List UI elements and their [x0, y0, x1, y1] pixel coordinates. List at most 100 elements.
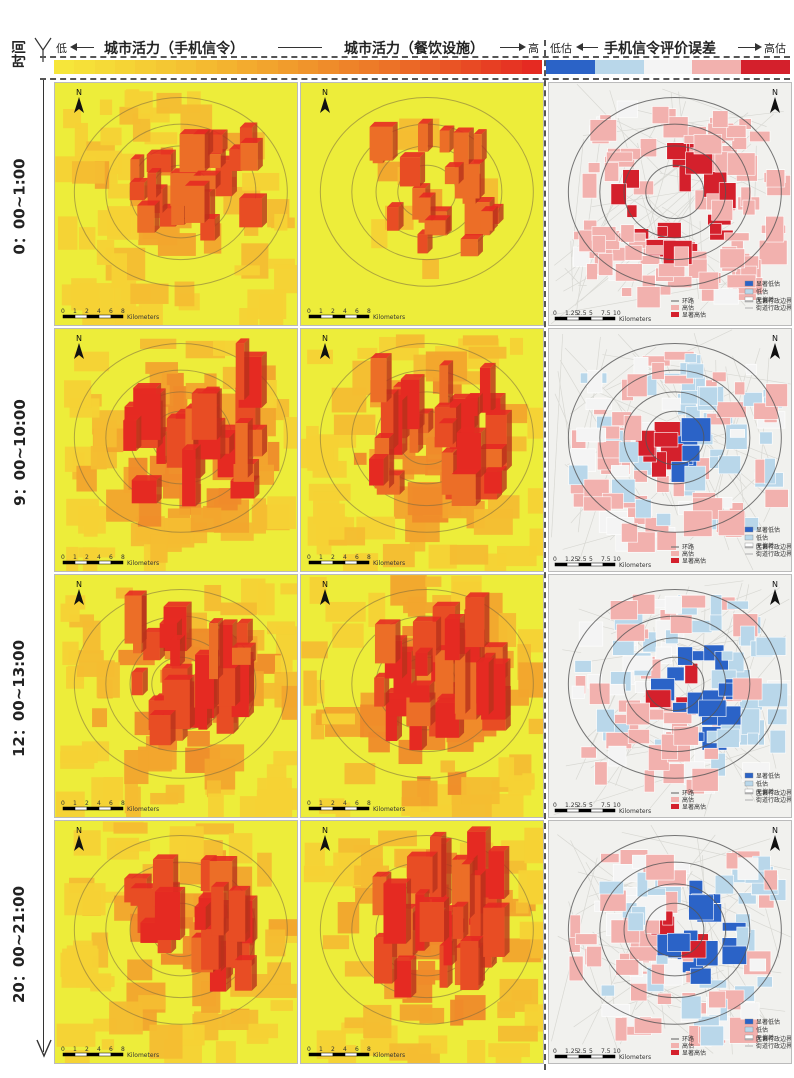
vitality-block — [524, 827, 543, 864]
tower-side — [257, 137, 263, 171]
tower-face — [234, 960, 252, 991]
error-polygon — [666, 666, 685, 682]
map-panel-phone-vitality-row4: N 0 1 2 4 6 8 Kilometers — [54, 820, 298, 1064]
error-polygon — [627, 729, 650, 744]
scale-tick: 8 — [367, 308, 371, 315]
tower-top — [146, 149, 176, 155]
vitality-block — [461, 777, 500, 805]
tower-side — [478, 936, 484, 991]
ring-road — [623, 883, 727, 977]
error-polygon — [600, 984, 615, 997]
error-polygon — [633, 1017, 663, 1034]
tower-side — [244, 338, 250, 400]
scale-tick: 1 — [319, 1046, 323, 1053]
tower-face — [239, 198, 262, 228]
tower-top — [439, 360, 454, 366]
tower-side — [429, 680, 435, 703]
error-polygon — [729, 429, 745, 438]
error-polygon — [757, 682, 788, 708]
vitality-block — [403, 602, 437, 614]
north-arrow-icon: N — [770, 334, 780, 359]
error-polygon — [690, 967, 712, 985]
error-polygon — [755, 636, 787, 656]
ring-road — [319, 835, 534, 1025]
error-polygon — [581, 173, 598, 199]
error-polygon — [712, 371, 727, 382]
tower-face — [131, 672, 143, 696]
tower-face — [441, 452, 454, 495]
vitality-block — [222, 366, 239, 390]
tower-side — [229, 432, 235, 454]
vitality-block — [462, 335, 499, 346]
error-polygon — [683, 510, 713, 537]
tower-top — [451, 854, 478, 860]
tower-side — [501, 444, 507, 468]
vitality-block — [467, 1039, 486, 1063]
north-arrow-icon: N — [320, 334, 330, 359]
north-label: N — [76, 826, 82, 835]
tower-top — [394, 955, 417, 961]
tower-side — [220, 149, 226, 168]
vitality-block — [174, 281, 195, 307]
vitality-block — [160, 953, 191, 965]
tower-face — [483, 907, 505, 957]
vitality-ramp-swatch — [501, 60, 522, 74]
vitality-block — [417, 969, 446, 981]
tower-side — [395, 619, 401, 664]
tower-side — [444, 896, 450, 942]
tower-side — [189, 674, 195, 730]
tower-top — [131, 667, 148, 673]
scale-unit: Kilometers — [373, 1052, 405, 1059]
vitality-block — [527, 488, 543, 514]
vitality-block — [111, 253, 128, 288]
tower-top — [412, 616, 442, 622]
ring-road — [567, 97, 782, 287]
vitality-block — [138, 995, 166, 1010]
vitality-block — [209, 744, 245, 772]
vitality-block — [145, 362, 178, 374]
error-polygon — [703, 747, 719, 760]
ring-road — [599, 615, 751, 753]
tower-top — [131, 475, 162, 481]
scale-tick: 2 — [85, 308, 89, 315]
vitality-block — [528, 718, 543, 735]
error-polygon — [709, 614, 723, 632]
error-polygon — [610, 183, 627, 205]
tower-top — [461, 859, 475, 865]
tower-top — [139, 388, 166, 394]
tower-top — [170, 634, 185, 640]
north-arrow-icon: N — [74, 580, 84, 605]
error-polygon — [765, 215, 785, 243]
tower-top — [124, 590, 147, 596]
tower-top — [476, 657, 494, 663]
scale-tick: 4 — [97, 308, 101, 315]
tower-top — [387, 202, 404, 208]
vitality-block — [515, 901, 529, 914]
error-polygon — [574, 933, 598, 945]
error-polygon — [700, 1025, 724, 1047]
tower-face — [444, 618, 460, 661]
tower-face — [454, 653, 466, 714]
tower-side — [449, 125, 455, 153]
scale-tick: 2 — [331, 308, 335, 315]
vitality-ramp-swatch — [236, 60, 258, 74]
error-polygon — [656, 226, 668, 237]
tower-side — [446, 838, 452, 908]
vitality-block — [360, 1039, 392, 1056]
vitality-block — [399, 1004, 433, 1021]
tower-top — [374, 432, 395, 438]
scale-tick: 4 — [343, 800, 347, 807]
tower-side — [162, 184, 168, 214]
tower-face — [231, 647, 251, 665]
vitality-towers — [369, 353, 512, 506]
time-label-row1: 0：00~1:00 — [10, 157, 29, 255]
tower-face — [373, 937, 393, 984]
tower-face — [194, 907, 206, 930]
vitality-ramp-swatch — [440, 60, 461, 74]
error-polygon — [716, 728, 740, 748]
vitality-block — [527, 407, 543, 439]
tower-top — [409, 680, 435, 686]
vitality-block — [341, 1022, 380, 1034]
